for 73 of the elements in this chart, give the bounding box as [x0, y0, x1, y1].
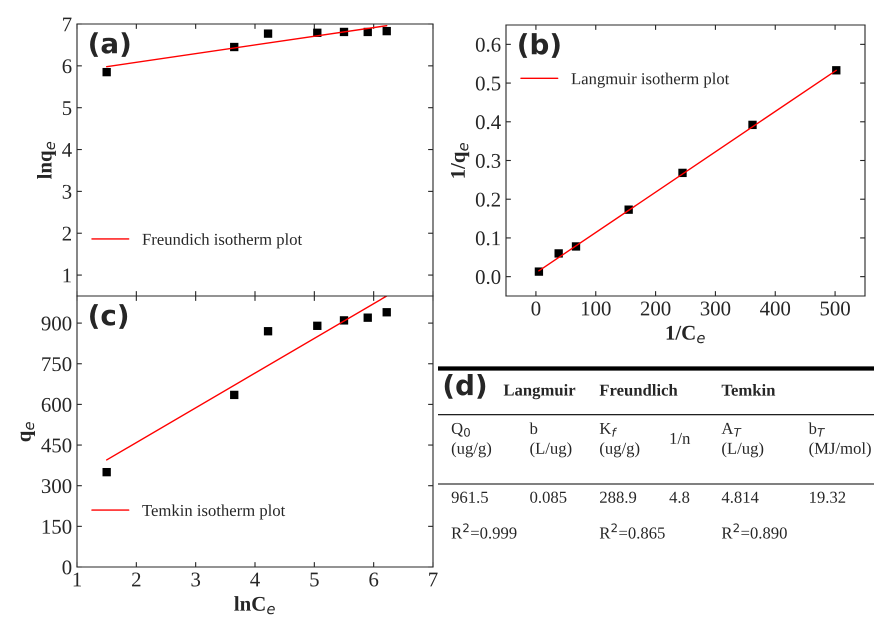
y-tick-label: 4 [62, 143, 72, 157]
point [230, 390, 238, 400]
y-axis-title: q$_{e}$ [20, 422, 35, 442]
text: b (L/ug) [530, 422, 572, 458]
point [364, 314, 372, 322]
x-tick-label: 7 [429, 572, 438, 586]
y-tick-label: 1 [64, 268, 71, 282]
y-tick-label: 2 [62, 226, 71, 240]
x-tick-label: 3 [191, 572, 200, 587]
x-tick-label: 200 [640, 301, 670, 316]
y-tick-label: 900 [42, 316, 72, 331]
x-tick-label: 500 [820, 301, 850, 316]
text: 19.32 [810, 492, 846, 503]
y-tick-label: 150 [42, 520, 72, 534]
chart-title: (a) [90, 32, 130, 57]
text: Temkin [722, 384, 776, 396]
text: 4.814 [722, 492, 759, 503]
point [382, 308, 391, 316]
y-tick-label: 450 [41, 438, 72, 452]
text: 1/n [670, 432, 690, 444]
y-tick-label: 0.6 [476, 38, 501, 52]
x-tick-label: 5 [310, 572, 319, 587]
x-tick-label: 2 [132, 572, 140, 586]
point [102, 68, 111, 76]
y-tick-label: 0.0 [476, 270, 500, 284]
chart-title: (b) [519, 33, 560, 58]
x-tick-label: 4 [250, 572, 260, 586]
text: 288.9 [600, 492, 636, 503]
x-tick-label: 6 [369, 572, 378, 587]
point [382, 26, 391, 36]
text: A$_{T}$ (L/ug) [722, 422, 764, 458]
legend-label: Langmuir isotherm plot [571, 72, 730, 88]
legend-label: Temkin isotherm plot [142, 504, 286, 520]
y-tick-label: 0.1 [476, 231, 500, 246]
y-tick-label: 300 [42, 479, 72, 494]
text: b$_{T}$ (MJ/mol) [808, 422, 871, 458]
y-tick-label: 0.3 [476, 154, 500, 168]
x-tick-label: 100 [582, 301, 611, 316]
y-tick-label: 3 [62, 184, 72, 199]
text: Q$_{0}$ (ug/g) [452, 422, 492, 458]
legend-label: Freundich isotherm plot [142, 233, 302, 248]
y-tick-label: 6 [62, 59, 72, 74]
text: 0.085 [530, 492, 566, 503]
y-tick-label: 7 [63, 18, 72, 32]
y-tick-label: 0.2 [476, 192, 500, 207]
text: Langmuir [504, 384, 576, 400]
chart-title: (c) [90, 304, 128, 329]
text: Freundlich [600, 384, 678, 396]
x-tick-label: 0 [532, 301, 540, 316]
text: K$_{f}$ (ug/g) [600, 423, 640, 458]
text: (d) [444, 374, 486, 399]
point [102, 468, 111, 476]
text: 4.8 [669, 492, 690, 503]
y-tick-label: 5 [62, 101, 72, 116]
y-tick-label: 750 [42, 357, 72, 372]
text: R$^{2}$=0.890 [722, 523, 787, 539]
point [264, 29, 272, 38]
x-tick-label: 300 [700, 301, 730, 316]
x-axis-title: 1/C$_{e}$ [666, 326, 705, 344]
y-tick-label: 0 [62, 560, 72, 574]
x-tick-label: 400 [760, 301, 790, 316]
point [313, 322, 322, 330]
x-tick-label: 1 [74, 572, 81, 586]
y-tick-label: 0.5 [476, 76, 500, 91]
point [264, 327, 272, 336]
y-axis-title: 1/q$_{e}$ [451, 143, 470, 178]
text: 961.5 [452, 492, 488, 503]
y-axis-title: lnq$_{e}$ [37, 142, 56, 179]
y-tick-label: 600 [42, 398, 72, 412]
y-tick-label: 0.4 [476, 115, 501, 130]
text: R$^{2}$=0.999 [452, 523, 516, 539]
x-axis-title: lnC$_{e}$ [234, 596, 275, 614]
text: R$^{2}$=0.865 [600, 523, 665, 539]
